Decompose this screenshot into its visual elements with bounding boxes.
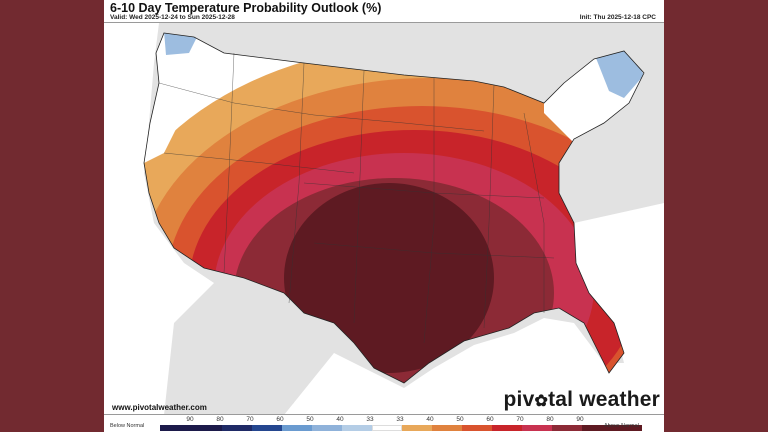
swatch-below-60: [282, 425, 312, 431]
color-legend: Below Normal Above Normal 90 80 70 60 50…: [104, 414, 664, 432]
legend-tick: 50: [456, 416, 464, 423]
gear-icon: ✿: [534, 393, 549, 410]
legend-tick: 33: [366, 416, 374, 423]
swatch-below-70: [252, 425, 282, 431]
valid-date-range: Valid: Wed 2025-12-24 to Sun 2025-12-28: [110, 14, 235, 21]
swatch-above-90: [552, 425, 582, 431]
temperature-outlook-map: [104, 23, 664, 415]
swatch-above-40: [402, 425, 432, 431]
below-normal-label: Below Normal: [110, 423, 145, 429]
above-normal-label: Above Normal: [604, 423, 639, 429]
baja-california: [234, 293, 294, 408]
swatch-below-40: [342, 425, 372, 431]
us-outline: [143, 32, 645, 384]
header: 6-10 Day Temperature Probability Outlook…: [104, 0, 664, 23]
below-normal-scale: [160, 425, 402, 431]
swatch-above-70: [492, 425, 522, 431]
legend-tick: 80: [546, 416, 554, 423]
state-borders: [158, 52, 555, 344]
legend-tick: 90: [576, 416, 584, 423]
gulf-atlantic-ocean: [284, 203, 664, 415]
legend-tick: 90: [186, 416, 194, 423]
swatch-near-normal: [372, 425, 402, 431]
swatch-below-80: [222, 425, 252, 431]
map-panel: 6-10 Day Temperature Probability Outlook…: [104, 0, 664, 432]
website-url: www.pivotalweather.com: [112, 403, 207, 412]
legend-tick: 60: [276, 416, 284, 423]
logo-text-left: piv: [503, 388, 535, 411]
swatch-above-max: [582, 425, 642, 431]
legend-tick: 40: [426, 416, 434, 423]
legend-tick: 50: [306, 416, 314, 423]
pivotal-weather-logo: piv✿tal weather: [504, 388, 660, 412]
swatch-below-50: [312, 425, 342, 431]
legend-tick: 33: [396, 416, 404, 423]
legend-tick: 70: [516, 416, 524, 423]
legend-tick: 60: [486, 416, 494, 423]
init-time: Init: Thu 2025-12-18 CPC: [579, 14, 656, 21]
above-normal-scale: [402, 425, 642, 431]
pacific-ocean: [104, 23, 214, 415]
swatch-below-90: [160, 425, 222, 431]
map-graphic: [104, 23, 664, 415]
swatch-above-60: [462, 425, 492, 431]
legend-tick: 40: [336, 416, 344, 423]
swatch-above-80: [522, 425, 552, 431]
swatch-above-50: [432, 425, 462, 431]
page-title: 6-10 Day Temperature Probability Outlook…: [110, 1, 382, 15]
legend-tick: 70: [246, 416, 254, 423]
logo-text-right: tal weather: [548, 388, 660, 411]
legend-tick: 80: [216, 416, 224, 423]
